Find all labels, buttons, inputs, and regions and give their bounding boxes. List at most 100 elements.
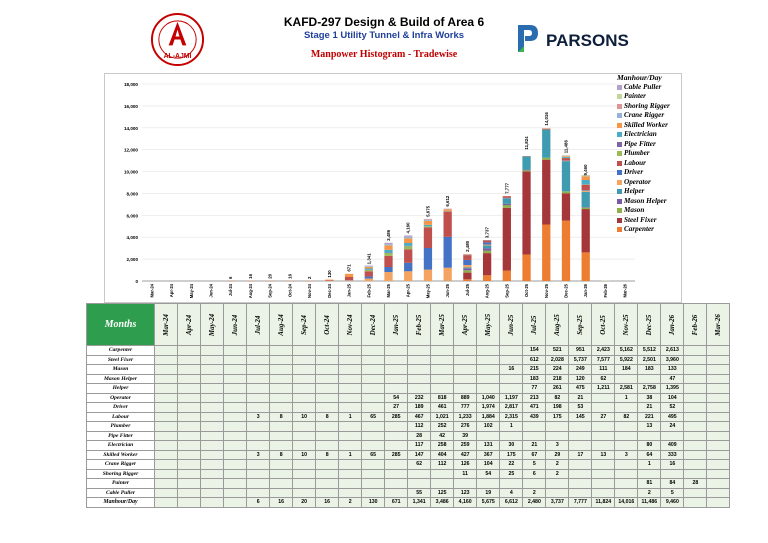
bar-segment [581,175,590,177]
legend-item: Skilled Worker [617,121,687,131]
x-tick-label: Sep-24 [268,283,273,297]
table-cell [706,440,731,451]
x-tick-label: Nov-25 [544,283,549,298]
bar-segment [581,207,590,210]
month-header: Aug-24 [269,303,294,346]
table-cell [706,392,731,403]
bar-segment [443,267,452,281]
x-tick-label: Feb-25 [366,283,371,297]
table-cell [361,402,386,413]
table-cell [269,430,294,441]
table-cell: 2,581 [614,383,639,394]
table-cell: 14,016 [614,497,639,508]
table-cell: 521 [545,345,570,356]
bar-segment [384,249,393,253]
table-cell [154,411,178,422]
table-cell [637,430,662,441]
table-cell [683,440,708,451]
table-cell: 439 [522,411,547,422]
table-cell: 175 [545,411,570,422]
table-cell [407,345,432,356]
bar-segment [404,236,413,239]
bar-segment [463,272,472,280]
table-cell [430,345,455,356]
bar-segment [423,226,433,228]
table-cell: 27 [384,402,409,413]
table-cell [269,459,294,470]
table-cell: 2,315 [499,411,524,422]
legend-label: Plumber [624,149,650,157]
table-cell [246,430,271,441]
bar-total-label: 14,016 [544,112,549,126]
table-row: Cable Puller 55 125 123 19 4 2 2 5 [86,487,731,498]
table-cell [499,345,524,356]
manpower-table-wrap: Months Mar-24 Apr-24 May-24 Jun-24 Jul-24 Aug-… [86,303,731,508]
table-cell [338,402,363,413]
table-cell [706,487,731,498]
bar-segment [522,156,531,170]
table-cell: 53 [568,402,593,413]
table-cell [637,468,662,479]
table-cell: 7,577 [591,354,616,365]
table-cell: 62 [407,459,432,470]
table-cell: 3,486 [430,497,455,508]
bar-segment [325,280,334,281]
bar-segment [502,196,511,198]
table-cell: 252 [430,421,455,432]
bar-segment [423,248,433,270]
table-cell [706,421,731,432]
table-cell: 22 [499,459,524,470]
table-row: Mason 16 215 224 249 111 184 183 133 [86,364,731,375]
table-cell [338,440,363,451]
table-cell [338,430,363,441]
bar-segment [364,266,373,267]
table-cell [246,392,271,403]
legend-label: Driver [624,168,644,176]
y-tick-label: 4,000 [127,235,139,240]
bar-segment [325,279,334,281]
table-cell [683,411,708,422]
table-cell: 183 [522,373,547,384]
table-cell [683,430,708,441]
table-row: Steel Fixer 612 2,028 5,737 7,577 5,922 2,501 3… [86,354,731,365]
x-tick-label: May-24 [189,283,194,298]
x-tick-label: Jan-25 [347,283,352,297]
table-cell [706,354,731,365]
row-label: Helper [86,383,155,394]
bar-segment [423,227,433,249]
table-cell [292,345,317,356]
histogram-title: Manpower Histogram - Tradewise [310,49,458,60]
y-tick-label: 2,000 [127,257,139,262]
bar-segment [384,242,393,245]
table-cell [177,449,201,460]
table-cell [338,468,363,479]
table-cell [269,402,294,413]
table-cell [522,430,547,441]
table-cell [683,383,708,394]
legend-swatch [617,227,622,233]
bar-segment [581,207,590,208]
legend-item: Mason [617,206,687,216]
table-cell [292,421,317,432]
legend-item: Driver [617,168,687,178]
legend-swatch [617,151,622,157]
table-cell: 16 [269,497,294,508]
table-cell: 184 [614,364,639,375]
legend-item: Carpenter [617,225,687,235]
table-cell [476,364,501,375]
table-cell [683,459,708,470]
table-cell [338,392,363,403]
row-label: Mason Helper [86,373,155,384]
legend-swatch [617,170,622,176]
al-ajmi-logo-text: AL-AJMI [164,53,192,60]
bar-total-label: 1,341 [366,253,371,265]
legend-item: Shoring Rigger [617,102,687,112]
table-cell [338,383,363,394]
table-cell: 28 [407,430,432,441]
bar-segment [522,254,531,281]
table-cell [430,354,455,365]
table-cell: 259 [453,440,478,451]
bar-segment [581,209,590,253]
table-cell: 20 [292,497,317,508]
month-header: Nov-25 [614,303,639,346]
